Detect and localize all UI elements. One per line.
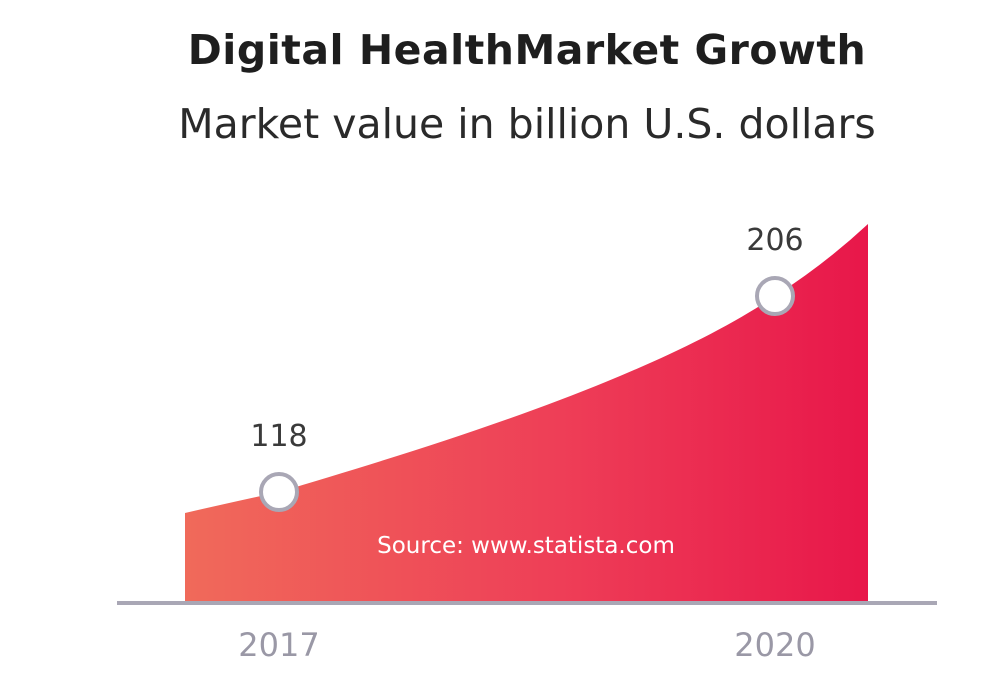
- data-point-2020: [755, 276, 795, 316]
- data-point-2017: [259, 472, 299, 512]
- chart-title: Digital HealthMarket Growth: [187, 26, 867, 74]
- growth-area: [185, 224, 868, 603]
- data-label-2017: 118: [250, 419, 307, 454]
- chart-subtitle: Market value in billion U.S. dollars: [178, 100, 876, 148]
- source-note: Source: www.statista.com: [377, 533, 675, 559]
- x-tick-label-2020: 2020: [734, 626, 815, 664]
- data-label-2020: 206: [746, 223, 803, 258]
- x-tick-label-2017: 2017: [238, 626, 319, 664]
